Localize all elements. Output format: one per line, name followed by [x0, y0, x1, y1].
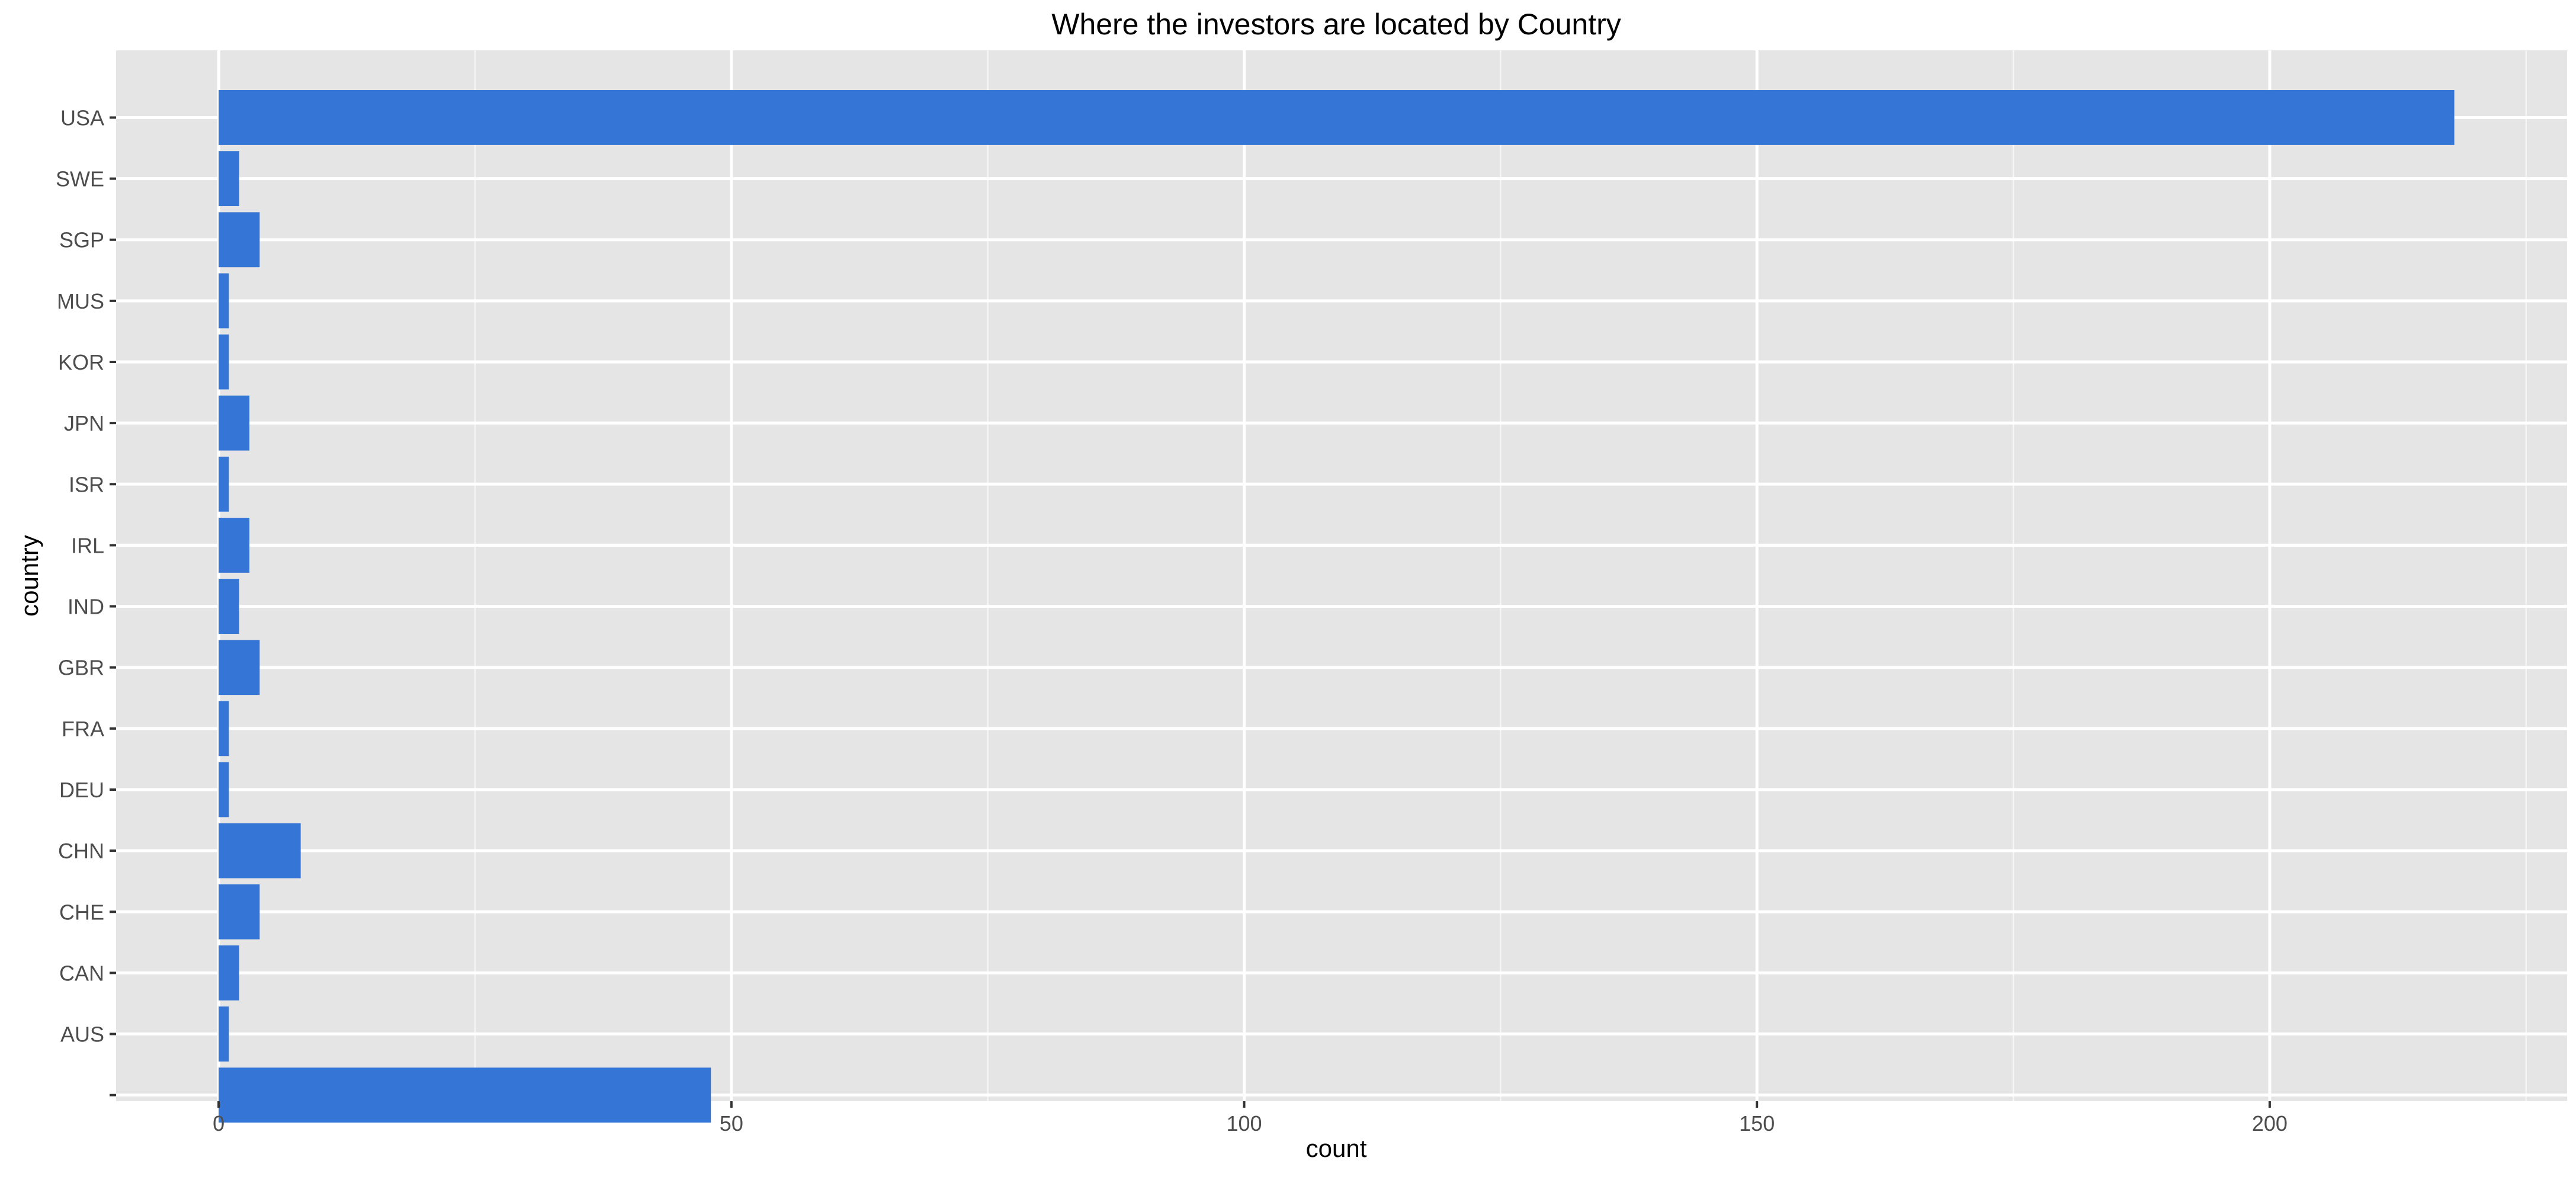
y-tick-label: KOR [58, 350, 104, 374]
y-tick-label: CHN [58, 839, 104, 863]
y-tick-label: AUS [60, 1022, 104, 1047]
x-tick-label: 150 [1739, 1111, 1775, 1136]
x-tick-label: 50 [720, 1111, 743, 1136]
bar [219, 334, 229, 390]
x-axis: 0 50 100 150 200 [213, 1101, 2288, 1136]
y-axis-title: country [15, 535, 43, 617]
bar [219, 884, 260, 939]
bar [219, 1006, 229, 1062]
x-axis-title: count [1306, 1134, 1367, 1162]
bar [219, 273, 229, 329]
y-axis: AUS CAN CHE CHN DEU FRA GBR IND IRL ISR JPN KOR MUS S… [56, 105, 116, 1096]
bar [219, 640, 260, 695]
x-tick-label: 0 [213, 1111, 224, 1136]
y-tick-label: DEU [59, 778, 104, 802]
bar [219, 701, 229, 756]
y-tick-label: JPN [64, 411, 104, 435]
y-tick-label: SWE [56, 167, 104, 191]
y-tick-label: CAN [59, 961, 104, 985]
bar [219, 823, 301, 878]
bar [219, 762, 229, 817]
bars [219, 90, 2455, 1123]
bar [219, 518, 250, 573]
y-tick-label: IRL [71, 533, 104, 557]
bar [219, 456, 229, 512]
bar [219, 945, 239, 1001]
y-tick-label: FRA [62, 717, 104, 741]
y-tick-label: SGP [59, 228, 104, 252]
bar [219, 212, 260, 268]
y-tick-label: IND [68, 595, 104, 619]
bar [219, 1067, 711, 1123]
bar [219, 395, 250, 451]
bar [219, 151, 239, 207]
x-tick-label: 200 [2252, 1111, 2288, 1136]
y-tick-label: ISR [69, 472, 104, 496]
y-tick-label: USA [60, 105, 104, 130]
y-tick-label: CHE [59, 900, 104, 924]
bar [219, 90, 2455, 145]
y-tick-label: MUS [57, 289, 104, 313]
chart-title: Where the investors are located by Count… [1051, 8, 1621, 41]
y-tick-label: GBR [58, 656, 104, 680]
x-tick-label: 100 [1226, 1111, 1262, 1136]
plot-panel [116, 50, 2567, 1101]
bar [219, 579, 239, 634]
